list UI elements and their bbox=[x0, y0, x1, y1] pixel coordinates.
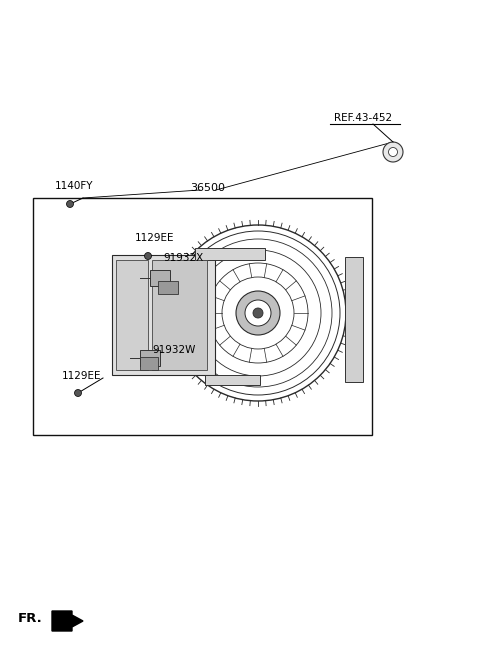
Circle shape bbox=[245, 300, 271, 326]
Bar bbox=[152, 260, 207, 370]
Circle shape bbox=[67, 200, 73, 208]
Circle shape bbox=[236, 291, 280, 335]
Bar bbox=[140, 357, 158, 370]
Bar bbox=[116, 260, 148, 370]
Circle shape bbox=[74, 390, 82, 397]
Text: 91932W: 91932W bbox=[152, 345, 195, 355]
Bar bbox=[150, 270, 170, 286]
Bar bbox=[345, 257, 363, 382]
Circle shape bbox=[388, 148, 397, 156]
Text: 36500: 36500 bbox=[191, 183, 226, 193]
Bar bbox=[205, 375, 260, 385]
Circle shape bbox=[144, 252, 152, 260]
Text: REF.43-452: REF.43-452 bbox=[334, 113, 392, 123]
Bar bbox=[195, 248, 265, 260]
Circle shape bbox=[383, 142, 403, 162]
Bar bbox=[33, 198, 372, 435]
Text: FR.: FR. bbox=[18, 612, 43, 625]
Text: 91932X: 91932X bbox=[163, 253, 203, 263]
Text: 1140FY: 1140FY bbox=[55, 181, 94, 191]
Circle shape bbox=[253, 308, 263, 318]
Text: 1129EE: 1129EE bbox=[62, 371, 101, 381]
Bar bbox=[112, 255, 215, 375]
Text: 1129EE: 1129EE bbox=[135, 233, 175, 243]
Bar bbox=[140, 350, 160, 366]
Bar bbox=[158, 281, 178, 294]
Polygon shape bbox=[52, 611, 83, 631]
